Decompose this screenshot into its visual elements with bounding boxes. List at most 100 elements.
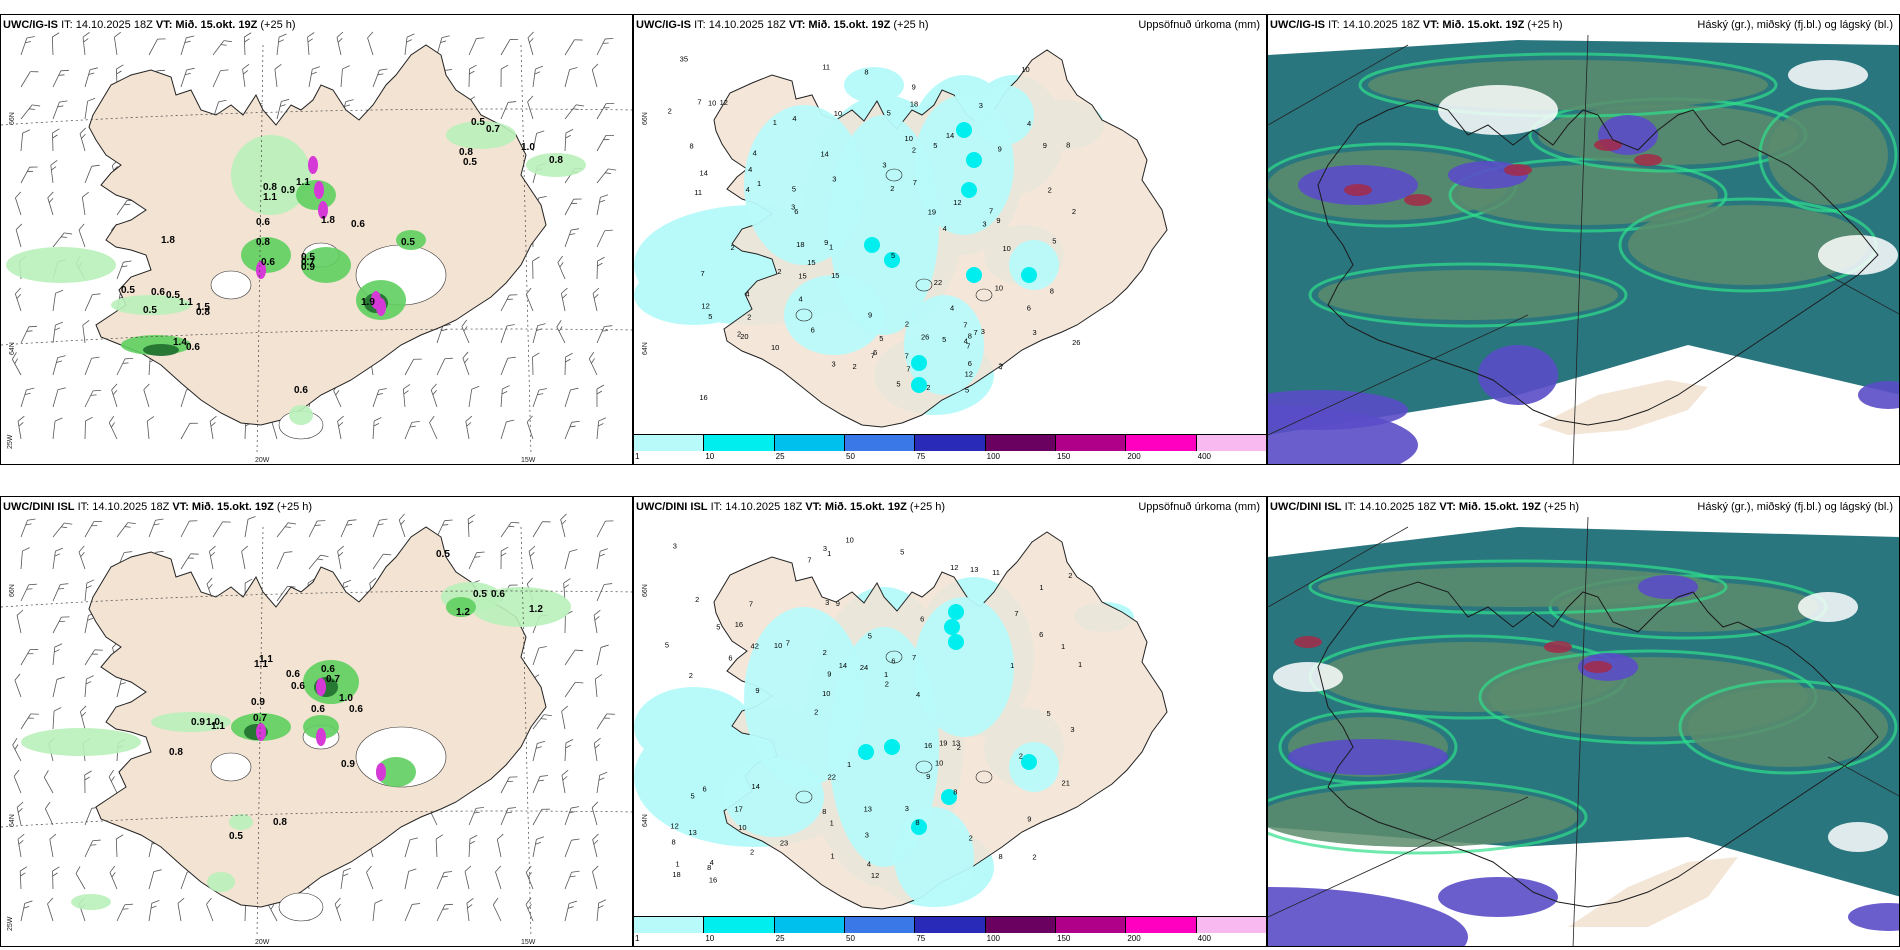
- precip-label: 14: [946, 131, 954, 140]
- wind-barb: [592, 287, 600, 312]
- wind-barb: [500, 419, 515, 440]
- wind-barb: [532, 256, 540, 280]
- wind-barb: [79, 127, 86, 152]
- deep-snow-patch: [316, 728, 326, 746]
- wind-barb: [372, 417, 382, 440]
- axis-lat64: 64N: [9, 814, 16, 827]
- wind-barb: [47, 191, 54, 216]
- precip-area: [1009, 240, 1059, 290]
- graticule: [1, 44, 632, 456]
- deep-snow-patch: [316, 678, 326, 696]
- wind-barb: [43, 770, 54, 794]
- wind-barb: [20, 649, 39, 666]
- wind-barb: [461, 319, 470, 344]
- wind-barb: [209, 415, 217, 440]
- model-name: UWC/IG-IS: [3, 19, 58, 31]
- snow-depth-label: 0.5: [463, 157, 477, 168]
- deep-snow-patch: [376, 298, 386, 316]
- wind-barb: [560, 513, 567, 538]
- wind-barb: [526, 415, 534, 440]
- wind-barb: [242, 63, 250, 88]
- panel-header: UWC/IG-IS IT: 14.10.2025 18Z VT: Mið. 15…: [636, 19, 929, 31]
- cloud-map: [1268, 34, 1899, 464]
- precip-label: 5: [716, 623, 720, 632]
- wind-barb: [50, 159, 58, 184]
- colorbar-bin: [704, 917, 775, 933]
- precip-label: 5: [1052, 237, 1056, 246]
- wind-barb: [500, 776, 518, 794]
- wind-barb: [436, 519, 453, 538]
- precip-area: [904, 295, 984, 395]
- precip-label: 12: [701, 302, 709, 311]
- colorbar-bin: [1126, 435, 1197, 451]
- precip-label: 12: [720, 98, 728, 107]
- precip-label: 4: [1027, 119, 1031, 128]
- colorbar-tick: 100: [986, 452, 1001, 461]
- wind-barb: [84, 97, 96, 120]
- colorbar-tick: 1: [635, 934, 640, 943]
- wind-barb: [596, 38, 614, 56]
- snow-depth-label: 0.6: [151, 287, 165, 298]
- precip-labels: 3522256774432237788912104671095457410941…: [668, 55, 1081, 402]
- wind-barb: [81, 191, 89, 216]
- precip-label: 3: [831, 360, 835, 369]
- model-name: UWC/DINI ISL: [1270, 501, 1342, 513]
- precip-overlay: [724, 597, 1059, 907]
- snow-patch: [396, 230, 426, 250]
- precip-label: 1: [884, 670, 888, 679]
- snow-depth-label: 0.7: [301, 257, 315, 268]
- wind-barb: [84, 579, 95, 602]
- wind-barb: [527, 31, 534, 56]
- lead-time: (+25 h): [260, 19, 296, 31]
- snow-depth-label: 0.6: [186, 342, 200, 353]
- wind-barb: [15, 223, 23, 248]
- valid-time: VT: Mið. 15.okt. 19Z: [805, 501, 907, 513]
- precip-label: 5: [879, 334, 883, 343]
- panel-title: Uppsöfnuð úrkoma (mm): [1138, 501, 1260, 513]
- precip-label: 9: [912, 82, 916, 91]
- colorbar-bin: [1055, 435, 1127, 451]
- wind-barb: [52, 321, 64, 344]
- wind-barb: [78, 545, 86, 570]
- wind-barb: [52, 866, 60, 890]
- wind-barb: [20, 547, 30, 570]
- snow-depth-label: 1.1: [254, 659, 268, 670]
- wind-barb: [75, 866, 86, 890]
- precip-label: 3: [673, 541, 677, 550]
- high-cloud-area: [1478, 345, 1558, 405]
- precip-label: 12: [871, 871, 879, 880]
- wind-barb: [404, 903, 421, 922]
- wind-barb: [143, 383, 150, 408]
- snow-depth-label: 0.8: [196, 307, 210, 318]
- projection-lines: [1268, 516, 1899, 946]
- precip-map: 3522256774432237788912104671095457410941…: [634, 49, 1168, 428]
- glacier: [210, 752, 252, 782]
- precip-label: 3: [905, 804, 909, 813]
- precip-label: 16: [735, 620, 743, 629]
- wind-barb: [78, 223, 86, 248]
- wind-barb: [404, 358, 422, 376]
- precip-label: 19: [928, 208, 936, 217]
- precip-label: 7: [989, 207, 993, 216]
- deep-snow-patch: [314, 181, 324, 199]
- wind-barb: [84, 520, 103, 538]
- precip-label: 7: [913, 178, 917, 187]
- precip-label: 8: [671, 837, 675, 846]
- wind-barb: [564, 387, 579, 408]
- wind-barb: [593, 737, 601, 762]
- wind-barb: [592, 833, 599, 858]
- dense-cloud-core: [1634, 154, 1662, 166]
- precip-label: 2: [814, 708, 818, 717]
- wind-barb: [564, 198, 582, 216]
- colorbar-tick: 25: [775, 452, 785, 461]
- high-cloud-area: [1288, 739, 1448, 775]
- wind-barb: [372, 553, 392, 570]
- valid-time: VT: Mið. 15.okt. 19Z: [788, 19, 891, 31]
- snow-patch: [289, 405, 313, 425]
- precip-label: 10: [834, 109, 842, 118]
- precip-label: 7: [966, 342, 970, 351]
- precip-max: [911, 377, 927, 393]
- init-time: IT: 14.10.2025 18Z: [77, 501, 170, 513]
- colorbar-bin: [774, 917, 845, 933]
- wind-barb: [209, 545, 216, 570]
